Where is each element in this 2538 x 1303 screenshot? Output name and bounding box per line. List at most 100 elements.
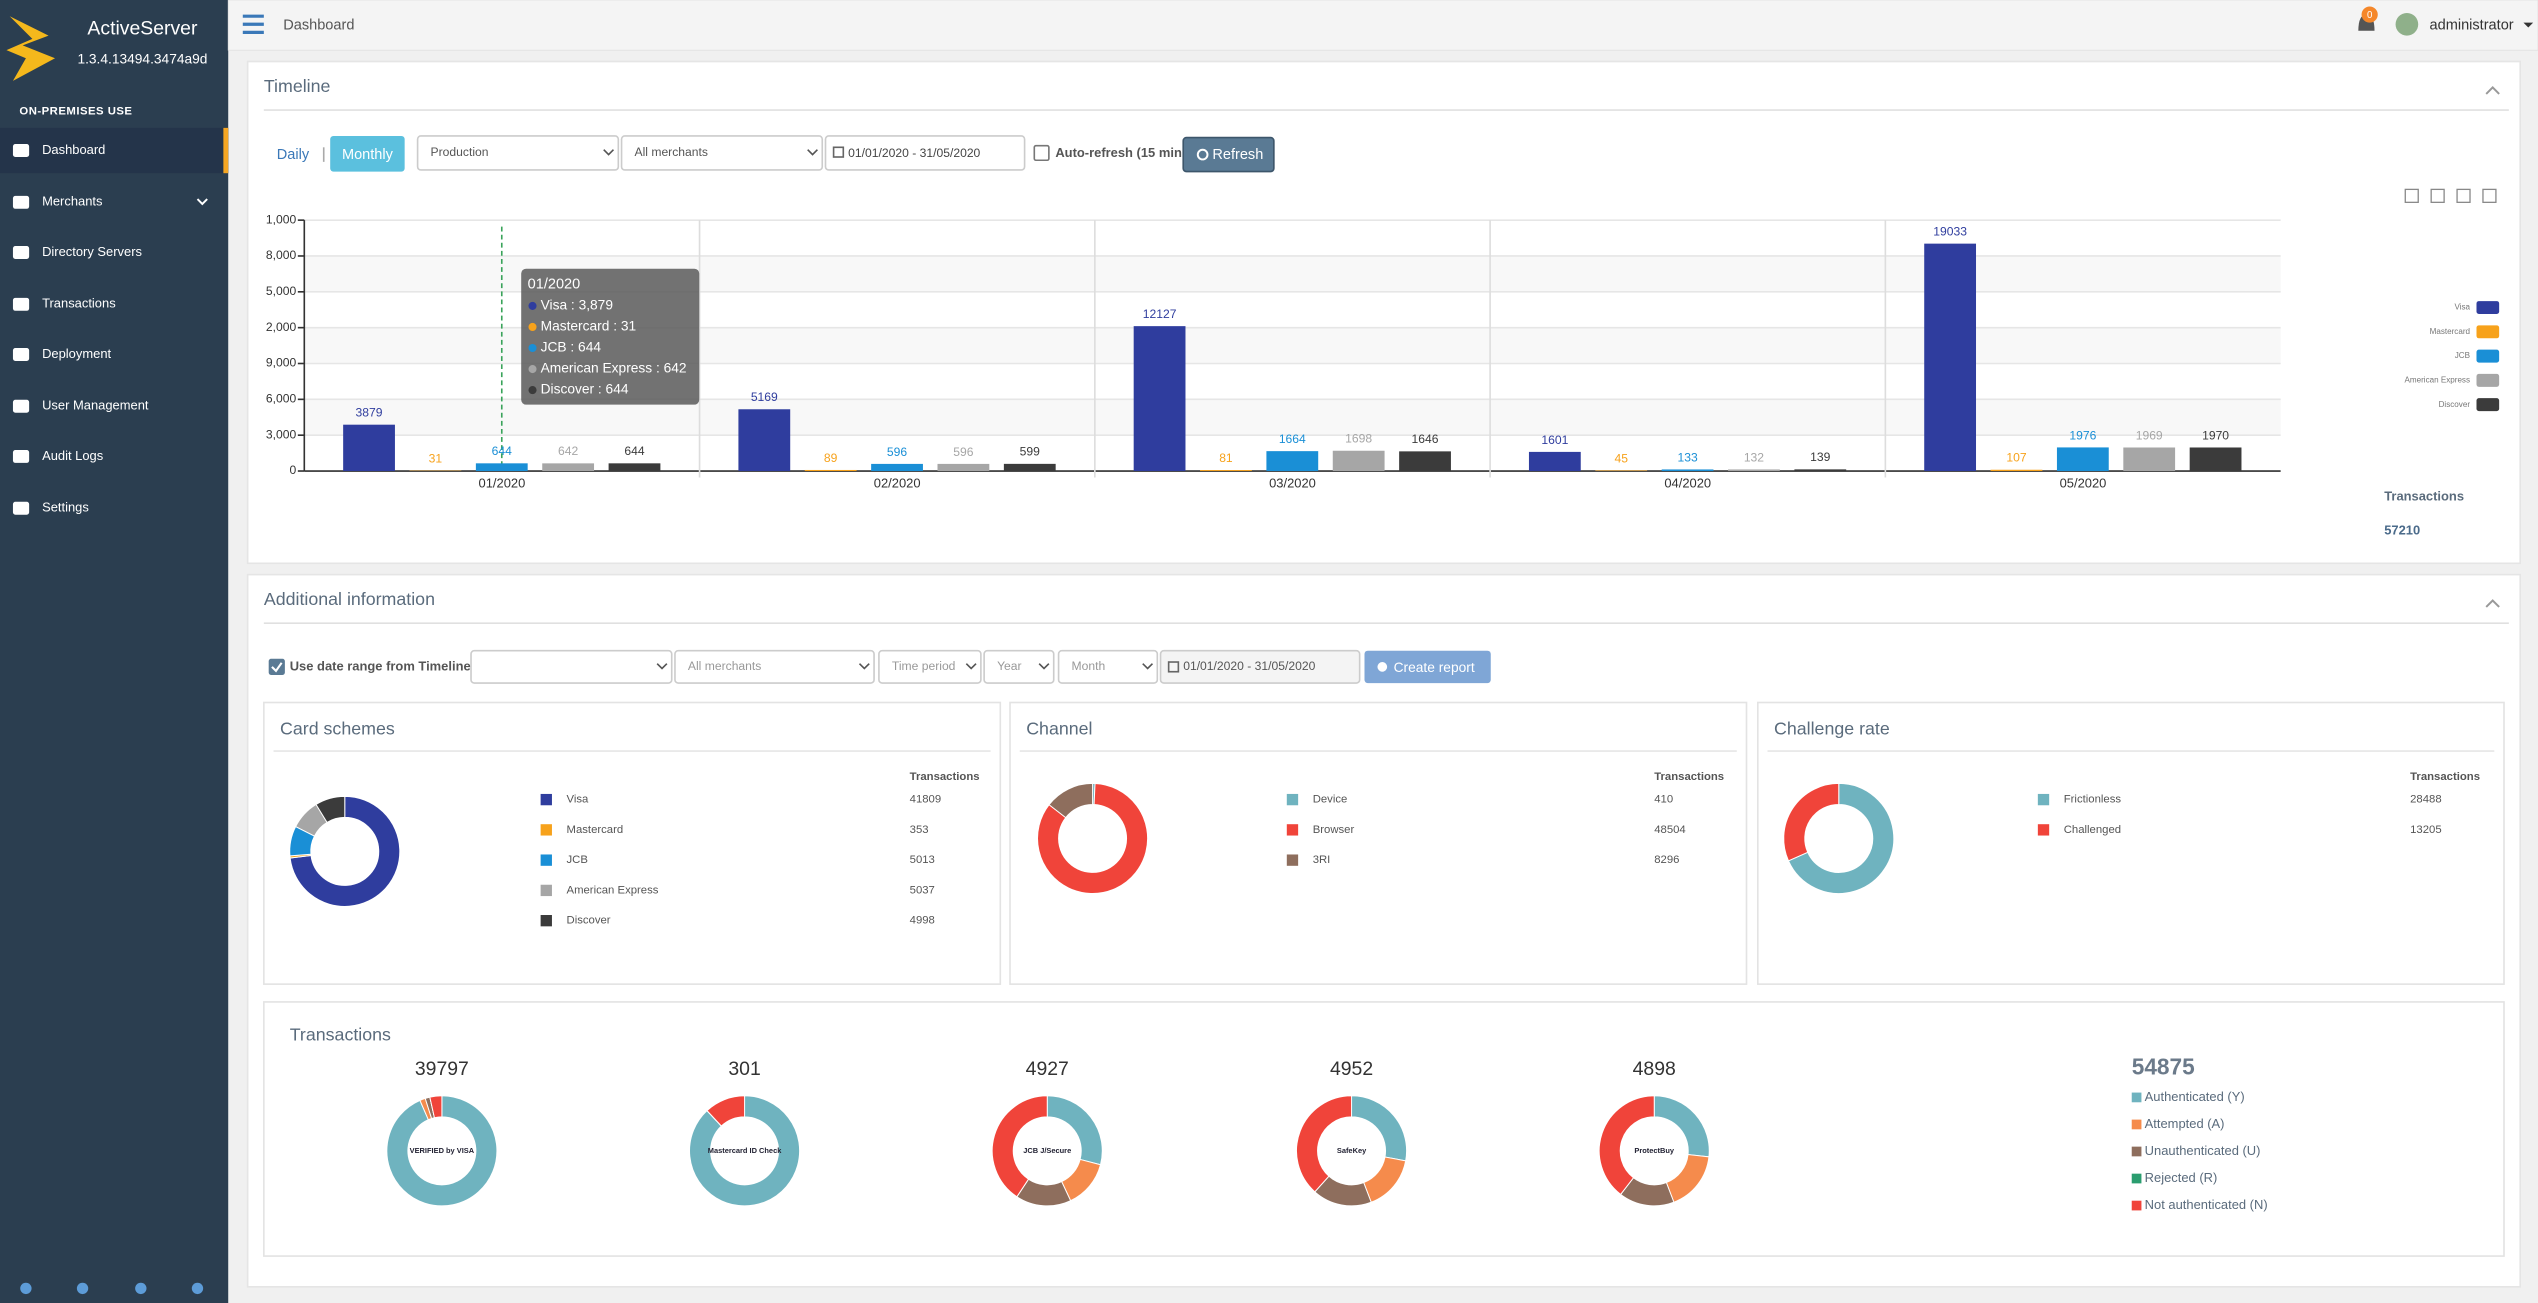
donut-segment[interactable] (1783, 782, 1840, 862)
menu-item[interactable]: Dashboard (42, 142, 105, 157)
bar[interactable] (1661, 469, 1714, 472)
bar[interactable] (804, 469, 857, 472)
bar[interactable] (475, 463, 528, 472)
row-name: JCB (567, 854, 588, 866)
data-label: 1664 (1279, 432, 1306, 446)
create-report-label: Create report (1394, 660, 1475, 675)
row-name: Device (1313, 794, 1348, 806)
card (1009, 701, 1748, 985)
donut-segment[interactable] (1037, 782, 1149, 894)
toolbox-icon[interactable] (2456, 188, 2471, 203)
select-caret (858, 663, 870, 670)
bar[interactable] (1332, 450, 1385, 472)
legend-label[interactable]: Visa (2454, 303, 2470, 312)
menu-item[interactable]: User Management (42, 398, 149, 413)
toolbox-icon[interactable] (2404, 188, 2419, 203)
menu-item[interactable]: Transactions (42, 296, 116, 311)
collapse[interactable] (2485, 599, 2500, 608)
status-name[interactable]: Not authenticated (N) (2145, 1197, 2268, 1212)
bar[interactable] (937, 463, 990, 472)
user-name[interactable]: administrator (2430, 18, 2514, 34)
bar[interactable] (1133, 326, 1186, 472)
license: ON-PREMISES USE (19, 106, 132, 118)
date-picker[interactable] (824, 135, 1026, 171)
bar[interactable] (2123, 447, 2176, 472)
donut-segment[interactable] (991, 1095, 1048, 1198)
tooltip-line: JCB : 644 (541, 340, 602, 355)
bar[interactable] (608, 463, 661, 472)
select[interactable] (416, 135, 620, 171)
create-report-button[interactable] (1364, 650, 1491, 684)
donut-segment[interactable] (1048, 782, 1094, 819)
legend-label[interactable]: Discover (2439, 400, 2471, 409)
footer-icon[interactable] (20, 1282, 32, 1295)
bar[interactable] (1595, 470, 1648, 472)
donut-segment[interactable] (706, 1095, 746, 1127)
bar[interactable] (871, 463, 923, 472)
menu-icon (12, 348, 30, 361)
menu-item[interactable]: Audit Logs (42, 448, 103, 463)
bar[interactable] (1528, 451, 1581, 472)
collapse[interactable] (2485, 86, 2500, 95)
data-label: 1970 (2202, 428, 2229, 442)
select[interactable] (983, 649, 1055, 684)
bar[interactable] (2189, 447, 2242, 472)
row-name: 3RI (1313, 854, 1331, 866)
bar[interactable] (542, 463, 595, 472)
select[interactable] (878, 649, 982, 684)
legend-label[interactable]: American Express (2404, 376, 2470, 385)
bar[interactable] (1266, 451, 1319, 472)
bar[interactable] (1990, 469, 2043, 472)
status-name[interactable]: Attempted (A) (2145, 1116, 2225, 1131)
donut-segment[interactable] (1598, 1095, 1655, 1196)
checkbox-checked[interactable] (268, 658, 285, 675)
toolbox-icon[interactable] (2482, 188, 2497, 203)
footer-icon[interactable] (191, 1282, 204, 1295)
tab-daily[interactable]: Daily (277, 147, 310, 163)
select[interactable] (620, 135, 824, 171)
status-name[interactable]: Rejected (R) (2145, 1170, 2218, 1185)
bar[interactable] (2056, 447, 2109, 472)
scheme-total: 4898 (1633, 1058, 1676, 1080)
row-value: 48504 (1654, 824, 1686, 836)
donut-segment[interactable] (289, 795, 401, 907)
tab-monthly-bg[interactable] (330, 135, 405, 172)
status-name[interactable]: Authenticated (Y) (2145, 1089, 2245, 1104)
legend-swatch (540, 824, 552, 836)
menu-icon (12, 144, 30, 158)
bar[interactable] (1399, 451, 1451, 472)
menu-item[interactable]: Merchants (42, 194, 102, 209)
donut-segment[interactable] (315, 795, 346, 824)
donut-segment[interactable] (689, 1095, 801, 1207)
select[interactable] (470, 649, 673, 684)
legend-label[interactable]: Mastercard (2430, 327, 2470, 336)
donut-segment[interactable] (429, 1095, 443, 1119)
checkbox[interactable] (1033, 144, 1050, 162)
bar[interactable] (1924, 243, 1977, 472)
select[interactable] (1057, 649, 1159, 684)
donut-segment[interactable] (1787, 782, 1895, 894)
status-name[interactable]: Unauthenticated (U) (2145, 1143, 2261, 1158)
bar[interactable] (1794, 469, 1847, 472)
donut-segment[interactable] (1296, 1095, 1353, 1193)
footer-icon[interactable] (76, 1282, 89, 1295)
bar[interactable] (1200, 470, 1252, 472)
bar[interactable] (343, 424, 395, 472)
bar[interactable] (1728, 469, 1780, 472)
row-value: 41809 (910, 794, 942, 806)
menu-item[interactable]: Directory Servers (42, 244, 142, 259)
refresh-button[interactable] (1182, 136, 1275, 173)
bar[interactable] (1003, 463, 1056, 472)
legend-label[interactable]: JCB (2455, 351, 2470, 360)
select[interactable] (674, 649, 875, 684)
data-label: 107 (2006, 451, 2026, 465)
donut-segment[interactable] (386, 1095, 498, 1207)
bar[interactable] (738, 409, 791, 472)
legend-swatch (2131, 1092, 2142, 1103)
select-value: Year (997, 659, 1022, 673)
menu-item[interactable]: Settings (42, 500, 89, 515)
toolbox-icon[interactable] (2430, 188, 2445, 203)
footer-icon[interactable] (135, 1282, 147, 1295)
menu-item[interactable]: Deployment (42, 346, 111, 361)
legend-swatch (2131, 1200, 2142, 1211)
